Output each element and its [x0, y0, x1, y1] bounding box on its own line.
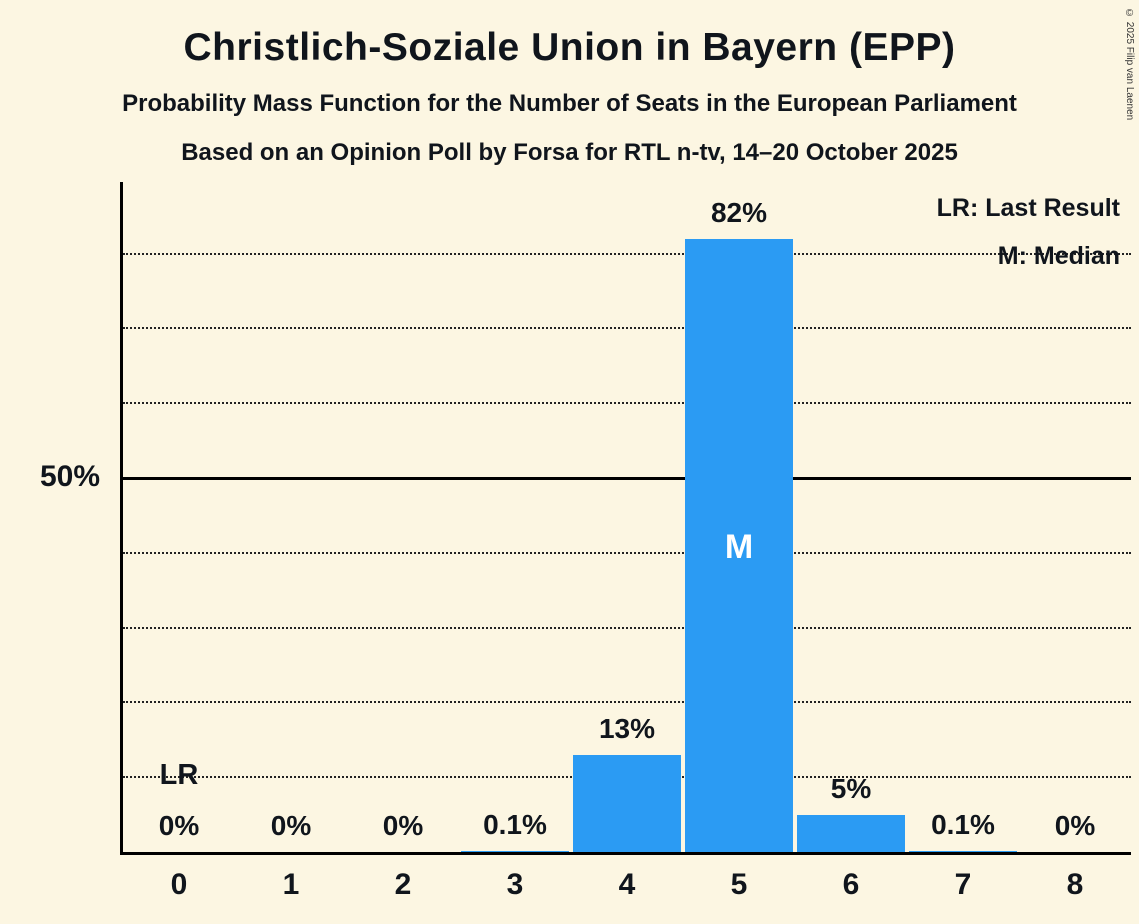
legend-last-result: LR: Last Result	[936, 194, 1120, 222]
bar-label-seat-6: 5%	[830, 772, 872, 804]
x-tick-6: 6	[842, 868, 860, 901]
plot-area: 0% 0% 0% 0.1% 13% 82% 5% 0.1% 0% M LR	[120, 182, 1131, 855]
bar-seat-4	[573, 754, 681, 852]
gridline-60pct	[123, 402, 1131, 405]
last-result-marker: LR	[159, 759, 199, 791]
bar-label-seat-7: 0.1%	[931, 809, 995, 841]
median-marker: M	[724, 528, 754, 567]
bar-label-seat-0: 0%	[158, 810, 200, 841]
bar-seat-6	[797, 814, 905, 852]
x-tick-2: 2	[394, 868, 412, 901]
bar-label-seat-5: 82%	[710, 196, 768, 228]
bar-seat-5	[685, 238, 793, 852]
y-axis-label-50: 50%	[39, 460, 100, 493]
x-tick-5: 5	[730, 868, 748, 901]
x-tick-1: 1	[282, 868, 300, 901]
x-tick-3: 3	[506, 868, 524, 901]
copyright-notice: © 2025 Filip van Laenen	[1124, 8, 1135, 121]
gridline-20pct	[123, 701, 1131, 704]
bar-label-seat-4: 13%	[598, 712, 656, 744]
gridline-30pct	[123, 626, 1131, 629]
bar-seat-7	[909, 851, 1017, 852]
chart-subtitle-pmf: Probability Mass Function for the Number…	[122, 90, 1017, 117]
x-tick-8: 8	[1066, 868, 1084, 901]
x-tick-0: 0	[170, 868, 188, 901]
chart-title: Christlich-Soziale Union in Bayern (EPP)	[183, 26, 956, 69]
gridline-40pct	[123, 551, 1131, 554]
gridline-70pct	[123, 327, 1131, 330]
gridline-80pct	[123, 252, 1131, 255]
x-tick-4: 4	[618, 868, 636, 901]
gridline-solid-50pct	[123, 476, 1131, 480]
bar-label-seat-1: 0%	[270, 810, 312, 841]
bar-label-seat-3: 0.1%	[483, 809, 547, 841]
bar-seat-3	[461, 851, 569, 852]
chart-subtitle-poll: Based on an Opinion Poll by Forsa for RT…	[181, 139, 958, 166]
bar-label-seat-2: 0%	[382, 810, 424, 841]
x-tick-7: 7	[954, 868, 972, 901]
bar-label-seat-8: 0%	[1054, 810, 1096, 841]
legend-median: M: Median	[997, 242, 1120, 270]
legend: LR: Last Result M: Median	[937, 184, 1120, 280]
